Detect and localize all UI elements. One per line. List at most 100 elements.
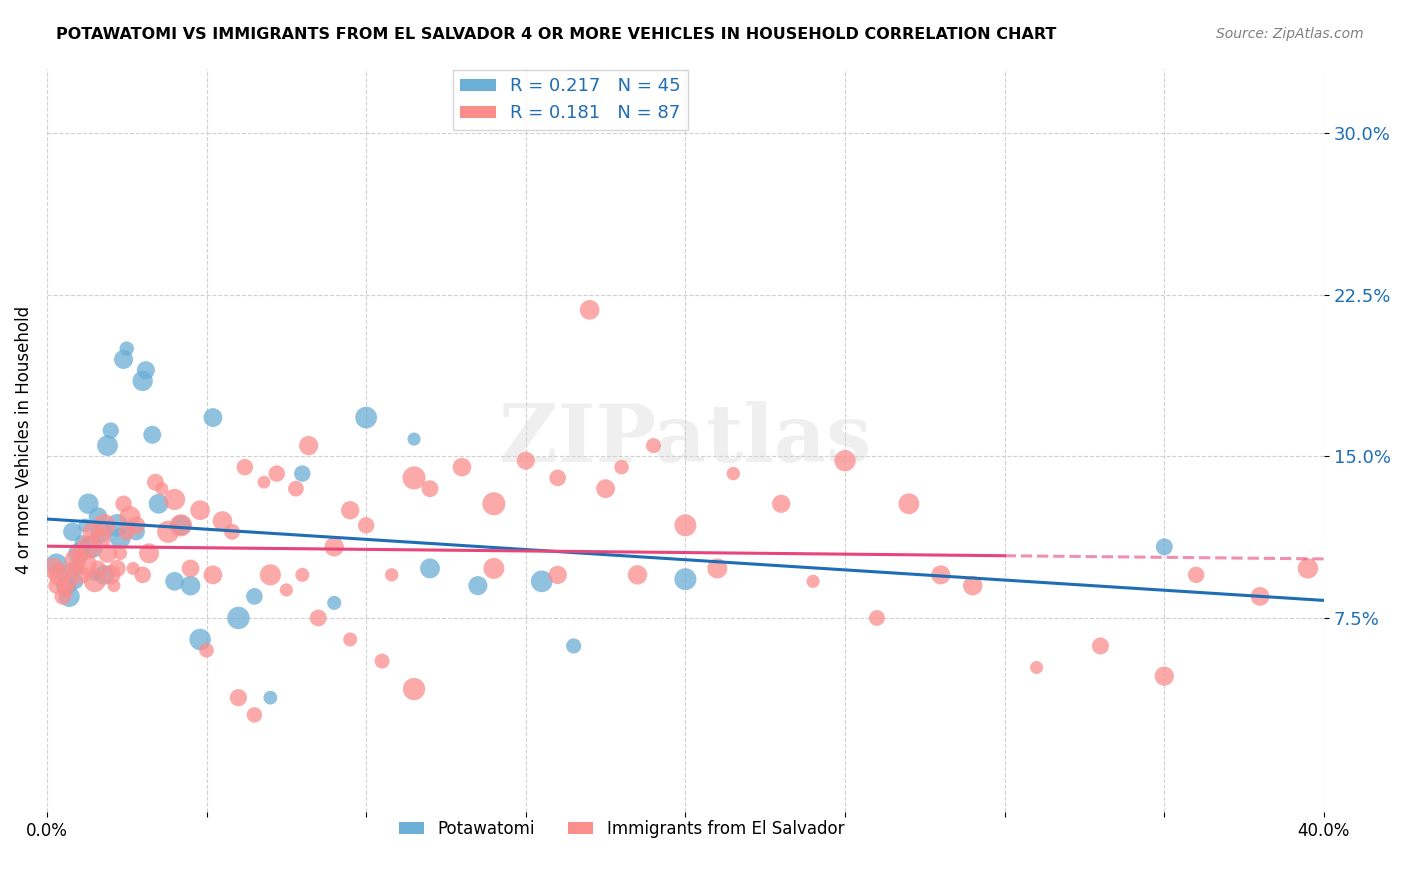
Point: [67, 546, 90, 560]
Point: [131, 374, 153, 388]
Point: [83, 567, 105, 582]
Point: [52, 590, 75, 604]
Point: [221, 524, 243, 539]
Point: [48, 567, 70, 582]
Text: POTAWATOMI VS IMMIGRANTS FROM EL SALVADOR 4 OR MORE VEHICLES IN HOUSEHOLD CORREL: POTAWATOMI VS IMMIGRANTS FROM EL SALVADO…: [56, 27, 1057, 42]
Point: [929, 567, 952, 582]
Point: [195, 643, 218, 657]
Point: [419, 561, 441, 575]
Text: Source: ZipAtlas.com: Source: ZipAtlas.com: [1216, 27, 1364, 41]
Point: [562, 639, 585, 653]
Point: [233, 460, 256, 475]
Point: [610, 460, 633, 475]
Point: [163, 492, 186, 507]
Point: [77, 540, 100, 554]
Point: [70, 535, 93, 549]
Point: [962, 579, 984, 593]
Point: [595, 482, 617, 496]
Point: [339, 503, 361, 517]
Point: [211, 514, 233, 528]
Point: [253, 475, 276, 490]
Point: [131, 567, 153, 582]
Point: [228, 611, 250, 625]
Point: [402, 681, 425, 696]
Point: [180, 561, 202, 575]
Point: [323, 596, 346, 610]
Point: [467, 579, 489, 593]
Point: [770, 497, 793, 511]
Point: [157, 524, 180, 539]
Point: [115, 524, 138, 539]
Point: [77, 497, 100, 511]
Point: [96, 546, 118, 560]
Point: [110, 531, 132, 545]
Point: [148, 497, 170, 511]
Point: [45, 557, 67, 571]
Point: [58, 574, 80, 589]
Point: [112, 497, 135, 511]
Point: [90, 524, 112, 539]
Point: [402, 471, 425, 485]
Point: [578, 302, 600, 317]
Point: [70, 567, 93, 582]
Point: [259, 690, 281, 705]
Point: [110, 546, 132, 560]
Point: [673, 572, 696, 586]
Point: [80, 540, 103, 554]
Point: [201, 410, 224, 425]
Point: [1296, 561, 1319, 575]
Y-axis label: 4 or more Vehicles in Household: 4 or more Vehicles in Household: [15, 306, 32, 574]
Point: [530, 574, 553, 589]
Text: ZIPatlas: ZIPatlas: [499, 401, 872, 479]
Point: [65, 553, 87, 567]
Legend: Potawatomi, Immigrants from El Salvador: Potawatomi, Immigrants from El Salvador: [392, 814, 851, 845]
Point: [834, 453, 856, 467]
Point: [83, 574, 105, 589]
Point: [706, 561, 728, 575]
Point: [80, 524, 103, 539]
Point: [354, 410, 377, 425]
Point: [228, 690, 250, 705]
Point: [100, 424, 122, 438]
Point: [243, 590, 266, 604]
Point: [170, 518, 193, 533]
Point: [93, 567, 115, 582]
Point: [402, 432, 425, 446]
Point: [482, 561, 505, 575]
Point: [141, 427, 163, 442]
Point: [419, 482, 441, 496]
Point: [112, 352, 135, 367]
Point: [354, 518, 377, 533]
Point: [163, 574, 186, 589]
Point: [125, 524, 148, 539]
Point: [93, 518, 115, 533]
Point: [58, 590, 80, 604]
Point: [96, 439, 118, 453]
Point: [801, 574, 824, 589]
Point: [201, 567, 224, 582]
Point: [105, 518, 128, 533]
Point: [897, 497, 920, 511]
Point: [626, 567, 648, 582]
Point: [150, 482, 173, 496]
Point: [1025, 660, 1047, 674]
Point: [45, 579, 67, 593]
Point: [723, 467, 745, 481]
Point: [291, 567, 314, 582]
Point: [55, 579, 77, 593]
Point: [42, 561, 65, 575]
Point: [67, 546, 90, 560]
Point: [866, 611, 889, 625]
Point: [1153, 540, 1175, 554]
Point: [451, 460, 474, 475]
Point: [75, 557, 97, 571]
Point: [323, 540, 346, 554]
Point: [118, 509, 141, 524]
Point: [180, 579, 202, 593]
Point: [515, 453, 537, 467]
Point: [115, 342, 138, 356]
Point: [547, 567, 569, 582]
Point: [170, 518, 193, 533]
Point: [87, 509, 110, 524]
Point: [259, 567, 281, 582]
